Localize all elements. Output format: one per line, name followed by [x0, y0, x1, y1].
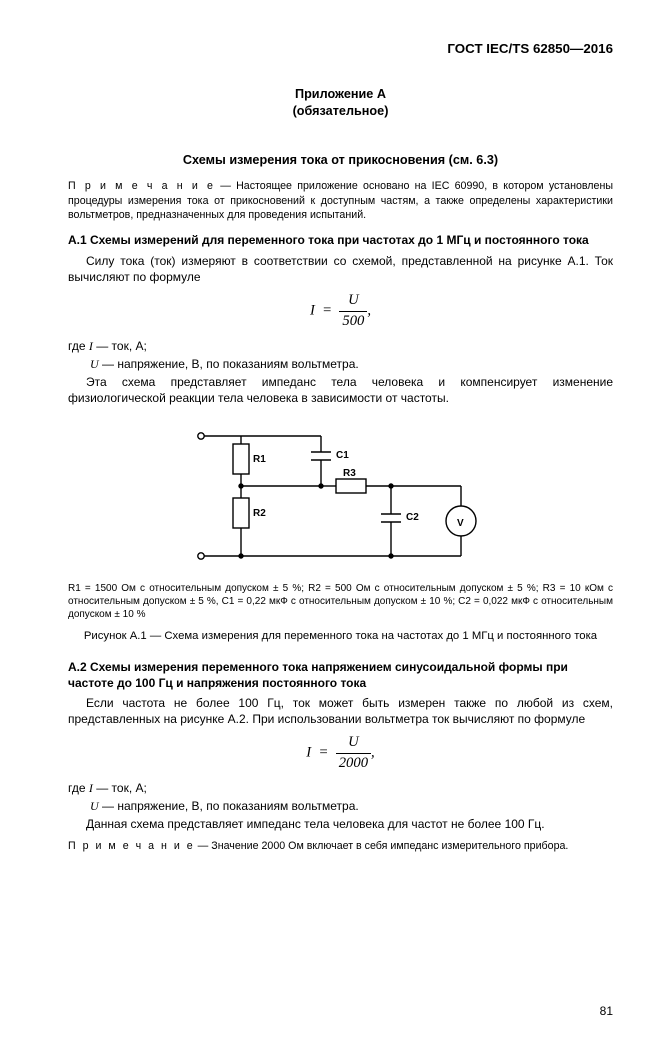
label-r1: R1 — [253, 454, 266, 465]
a2-where2: U — напряжение, В, по показаниям вольтме… — [68, 798, 613, 814]
a2-formula: I = U 2000 , — [68, 733, 613, 774]
formula-num: U — [339, 291, 367, 312]
a2-title: А.2 Схемы измерения переменного тока нап… — [68, 659, 613, 691]
note-body: — Значение 2000 Ом включает в себя импед… — [198, 840, 569, 852]
a1-title: А.1 Схемы измерений для переменного тока… — [68, 232, 613, 248]
formula-num: U — [336, 733, 371, 754]
annex-subtitle: (обязательное) — [68, 103, 613, 120]
a1-p2: Эта схема представляет импеданс тела чел… — [68, 374, 613, 406]
a1-formula: I = U 500 , — [68, 291, 613, 332]
a2-where1: где I — ток, А; — [68, 780, 613, 796]
formula-lhs: I — [310, 303, 315, 319]
label-r3: R3 — [343, 468, 356, 479]
label-r2: R2 — [253, 508, 266, 519]
a1-where2: U — напряжение, В, по показаниям вольтме… — [68, 356, 613, 372]
note-label: П р и м е ч а н и е — [68, 180, 215, 192]
figure-caption: Рисунок А.1 — Схема измерения для переме… — [68, 629, 613, 644]
a1-where1: где I — ток, А; — [68, 338, 613, 354]
doc-header: ГОСТ IEC/TS 62850—2016 — [68, 40, 613, 58]
annex-title: Приложение А — [68, 86, 613, 103]
a2-p2: Данная схема представляет импеданс тела … — [68, 816, 613, 832]
figure-a1: R1 R2 R3 C1 C2 V — [68, 416, 613, 576]
section-title: Схемы измерения тока от прикосновения (с… — [68, 152, 613, 169]
a2-p1: Если частота не более 100 Гц, ток может … — [68, 695, 613, 727]
label-c1: C1 — [336, 450, 349, 461]
label-v: V — [457, 518, 464, 529]
figure-note: R1 = 1500 Ом с относительным допуском ± … — [68, 582, 613, 621]
page-number: 81 — [68, 1003, 613, 1019]
note-2: П р и м е ч а н и е — Значение 2000 Ом в… — [68, 839, 613, 853]
formula-den: 500 — [339, 312, 367, 332]
note-label: П р и м е ч а н и е — [68, 840, 195, 852]
label-c2: C2 — [406, 512, 419, 523]
formula-den: 2000 — [336, 754, 371, 774]
note-1: П р и м е ч а н и е — Настоящее приложен… — [68, 179, 613, 222]
a1-p1: Силу тока (ток) измеряют в соответствии … — [68, 253, 613, 285]
formula-lhs: I — [306, 745, 311, 761]
